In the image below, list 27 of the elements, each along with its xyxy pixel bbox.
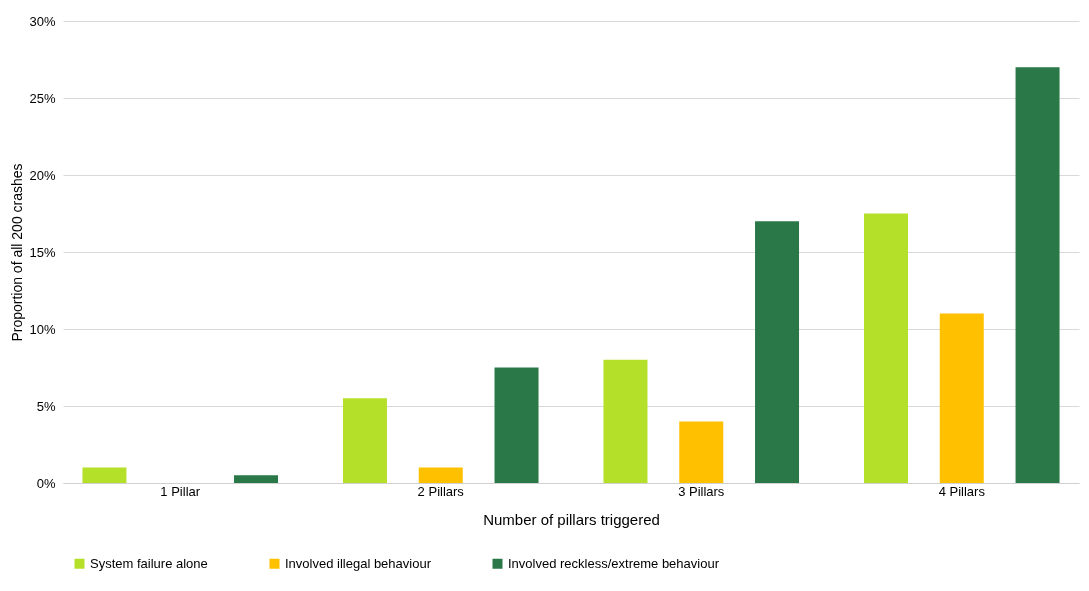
y-tick-label: 30%	[29, 13, 56, 29]
bar	[342, 398, 387, 483]
legend-label: Involved reckless/extreme behaviour	[508, 555, 720, 571]
bar	[755, 221, 800, 483]
bar	[603, 359, 648, 483]
x-tick-label: 3 Pillars	[678, 483, 725, 499]
legend-label: Involved illegal behaviour	[285, 555, 432, 571]
y-axis-title: Proportion of all 200 crashes	[9, 163, 26, 342]
bar	[234, 475, 279, 483]
x-tick-label: 2 Pillars	[417, 483, 465, 499]
bar	[1015, 67, 1060, 483]
y-tick-label: 20%	[29, 167, 56, 183]
y-tick-label: 0%	[36, 475, 56, 491]
bar	[82, 467, 127, 483]
y-tick-label: 15%	[29, 244, 56, 260]
y-tick-label: 25%	[29, 90, 56, 106]
bar	[863, 213, 908, 483]
legend-label: System failure alone	[90, 555, 208, 571]
bar	[494, 367, 539, 483]
x-axis-title: Number of pillars triggered	[483, 510, 660, 528]
bar	[939, 313, 984, 483]
x-tick-label: 1 Pillar	[160, 483, 201, 499]
y-tick-label: 10%	[29, 321, 56, 337]
bar	[418, 467, 463, 483]
bar	[679, 421, 724, 483]
x-tick-label: 4 Pillars	[938, 483, 986, 499]
y-tick-label: 5%	[36, 398, 56, 414]
